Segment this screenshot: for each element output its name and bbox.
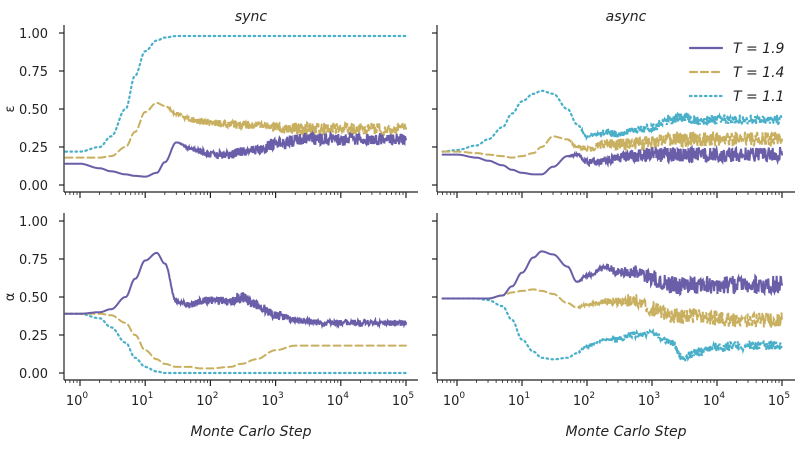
x-tick-label: 101 — [131, 391, 153, 409]
x-tick-label: 103 — [261, 391, 283, 409]
x-tick-label: 100 — [443, 391, 466, 409]
panel-title: sync — [235, 9, 267, 25]
series-line-14 — [441, 288, 783, 329]
legend-label: T = 1.9 — [733, 41, 785, 57]
x-tick-exponent: 3 — [654, 391, 660, 401]
x-tick-label: 103 — [638, 391, 660, 409]
y-tick-label: 0.25 — [19, 141, 48, 156]
y-tick-label: 1.00 — [19, 27, 48, 42]
x-tick-label: 101 — [508, 391, 530, 409]
x-tick-label: 104 — [327, 391, 350, 409]
series-line-19 — [64, 130, 407, 178]
series-line-11 — [64, 34, 408, 153]
x-tick-label: 100 — [66, 391, 89, 409]
series-line-14 — [441, 130, 783, 159]
legend-label: T = 1.1 — [733, 89, 784, 105]
x-tick-exponent: 4 — [343, 391, 349, 401]
x-axis-label: Monte Carlo Step — [191, 424, 312, 440]
x-tick-exponent: 4 — [719, 391, 725, 401]
series-line-11 — [441, 89, 784, 153]
y-axis-label: ε — [3, 105, 18, 112]
y-tick-label: 0.00 — [19, 179, 48, 194]
y-axis-label: α — [3, 293, 18, 302]
series-line-19 — [441, 144, 783, 176]
x-tick-exponent: 5 — [408, 391, 414, 401]
x-tick-exponent: 0 — [82, 391, 88, 401]
y-tick-label: 0.00 — [19, 367, 48, 382]
x-tick-exponent: 2 — [589, 391, 595, 401]
x-tick-exponent: 0 — [459, 391, 465, 401]
y-tick-label: 0.25 — [19, 329, 48, 344]
y-tick-label: 0.50 — [19, 291, 48, 306]
x-tick-exponent: 1 — [524, 391, 530, 401]
x-tick-exponent: 3 — [278, 391, 284, 401]
x-tick-exponent: 1 — [148, 391, 154, 401]
series-line-14 — [64, 312, 407, 370]
y-tick-label: 0.75 — [19, 65, 48, 80]
series-line-19 — [441, 250, 783, 300]
series-line-19 — [64, 251, 407, 330]
panel-top-right: async — [432, 9, 795, 198]
y-tick-label: 0.50 — [19, 103, 48, 118]
y-tick-label: 0.75 — [19, 253, 48, 268]
panel-top-left: 0.00 0.25 0.50 0.75 1.00 sync ε — [3, 9, 418, 198]
x-tick-exponent: 2 — [213, 391, 219, 401]
x-tick-label: 105 — [392, 391, 414, 409]
series-line-11 — [441, 297, 784, 364]
y-tick-label: 1.00 — [19, 215, 48, 230]
x-axis-label: Monte Carlo Step — [566, 424, 687, 440]
series-line-11 — [64, 312, 408, 375]
panel-title: async — [606, 9, 647, 25]
x-tick-label: 102 — [573, 391, 595, 409]
x-tick-exponent: 5 — [784, 391, 790, 401]
x-tick-label: 104 — [703, 391, 726, 409]
series-line-14 — [64, 101, 407, 159]
x-tick-label: 105 — [768, 391, 790, 409]
x-tick-label: 102 — [196, 391, 218, 409]
legend: T = 1.9 T = 1.4 T = 1.1 — [688, 41, 785, 105]
legend-label: T = 1.4 — [733, 65, 784, 81]
